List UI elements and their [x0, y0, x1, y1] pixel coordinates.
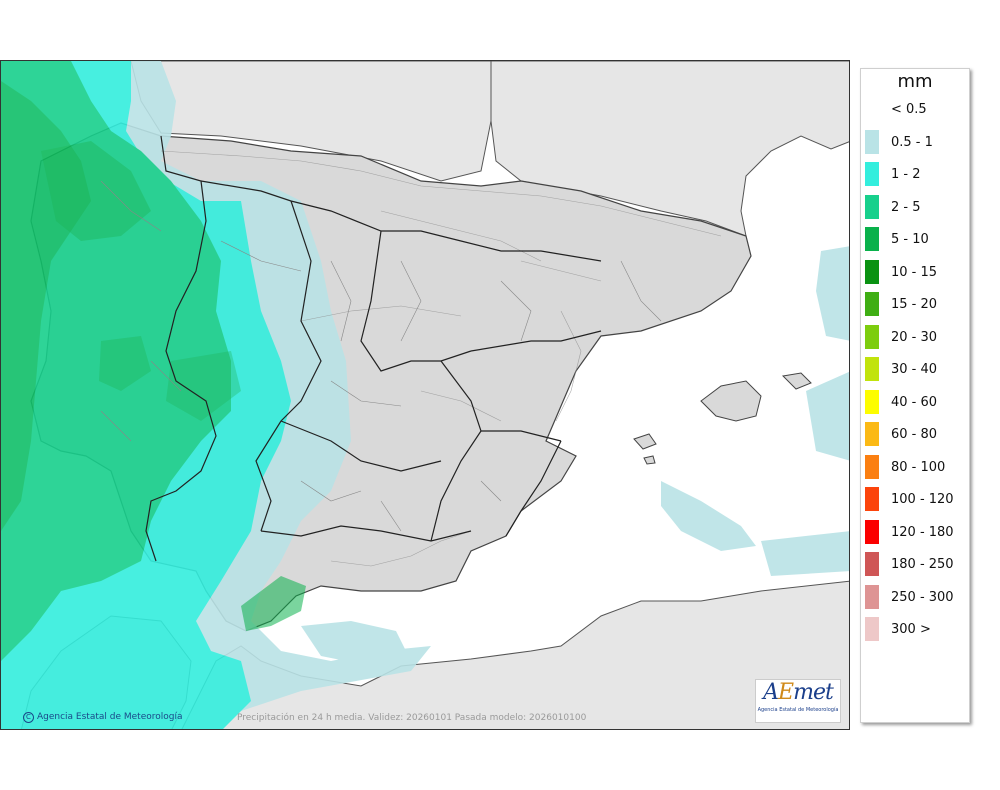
- legend-label: 250 - 300: [891, 589, 954, 605]
- map-canvas: [1, 61, 849, 729]
- legend-label: 5 - 10: [891, 232, 929, 247]
- legend-item: 100 - 120: [865, 487, 965, 513]
- legend-label: 10 - 15: [891, 264, 938, 280]
- legend-item: 120 - 180: [865, 519, 965, 546]
- legend-label: 80 - 100: [891, 459, 946, 475]
- legend-swatch: [865, 97, 879, 121]
- france-land: [490, 61, 849, 237]
- terrain-relief: [160, 150, 722, 567]
- legend-label: < 0.5: [891, 102, 927, 117]
- formentera: [643, 455, 656, 465]
- legend-item: 300 >: [865, 617, 965, 643]
- copyright-icon: C: [23, 712, 34, 723]
- legend-label: 180 - 250: [891, 557, 954, 572]
- legend-item: 250 - 300: [865, 584, 965, 611]
- legend-swatch: [865, 324, 879, 349]
- legend-swatch: [865, 454, 879, 479]
- legend-item: 40 - 60: [865, 389, 965, 416]
- legend-swatch: [865, 519, 879, 544]
- legend-item: 1 - 2: [865, 162, 965, 188]
- precipitation-map[interactable]: C Agencia Estatal de Meteorología Precipi…: [0, 60, 850, 730]
- legend-swatch: [865, 194, 879, 219]
- legend-swatch: [865, 292, 879, 316]
- legend-label: 15 - 20: [891, 297, 938, 312]
- mallorca: [700, 380, 762, 422]
- aemet-logo: AEmet Agencia Estatal de Meteorología: [755, 679, 841, 723]
- legend-item: 60 - 80: [865, 422, 965, 448]
- legend-label: 20 - 30: [891, 329, 938, 345]
- menorca: [781, 372, 812, 390]
- legend-swatch: [865, 487, 879, 511]
- legend-label: 60 - 80: [891, 427, 938, 442]
- province-borders: [100, 180, 662, 532]
- agency-credit: C Agencia Estatal de Meteorología: [23, 712, 183, 723]
- legend-label: 30 - 40: [891, 362, 938, 377]
- legend-item: 80 - 100: [865, 454, 965, 481]
- credit-text: Agencia Estatal de Meteorología: [37, 712, 183, 722]
- precipitation-legend: mm < 0.5 0.5 - 1 1 - 2 2 - 5 5 - 10 10 - 15 15…: [860, 68, 970, 723]
- legend-label: 2 - 5: [891, 199, 921, 215]
- ibiza: [633, 433, 657, 450]
- legend-item: 180 - 250: [865, 552, 965, 578]
- legend-swatch: [865, 389, 879, 414]
- precip-layer: [1, 61, 849, 729]
- legend-item: 2 - 5: [865, 194, 965, 221]
- legend-label: 40 - 60: [891, 394, 938, 410]
- legend-swatch: [865, 129, 879, 154]
- legend-swatch: [865, 162, 879, 186]
- admin-borders: [145, 135, 602, 562]
- legend-swatch: [865, 584, 879, 609]
- legend-label: 120 - 180: [891, 524, 954, 540]
- legend-unit: mm: [897, 71, 933, 92]
- legend-swatch: [865, 617, 879, 641]
- legend-label: 0.5 - 1: [891, 134, 933, 150]
- legend-item: 20 - 30: [865, 324, 965, 351]
- legend-item: 30 - 40: [865, 357, 965, 383]
- legend-swatch: [865, 259, 879, 284]
- legend-item: 5 - 10: [865, 227, 965, 253]
- legend-label: 100 - 120: [891, 492, 954, 507]
- legend-item: 15 - 20: [865, 292, 965, 318]
- legend-swatch: [865, 357, 879, 381]
- map-caption: Precipitación en 24 h media. Validez: 20…: [237, 713, 587, 723]
- legend-swatch: [865, 422, 879, 446]
- legend-label: 1 - 2: [891, 167, 921, 182]
- legend-item: < 0.5: [865, 97, 965, 123]
- logo-subtitle: Agencia Estatal de Meteorología: [757, 707, 839, 713]
- legend-item: 10 - 15: [865, 259, 965, 286]
- legend-swatch: [865, 227, 879, 251]
- legend-label: 300 >: [891, 622, 931, 637]
- legend-item: 0.5 - 1: [865, 129, 965, 156]
- legend-swatch: [865, 552, 879, 576]
- logo-wordmark: AEmet: [763, 680, 834, 705]
